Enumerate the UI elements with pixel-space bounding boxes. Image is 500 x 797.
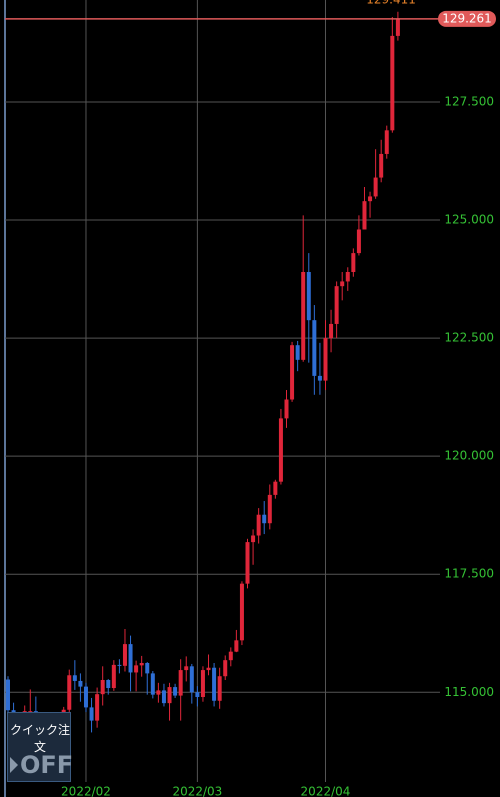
candle-body: [223, 660, 228, 677]
y-tick-label: 120.000: [444, 449, 494, 463]
candle-body: [379, 153, 384, 178]
candle-body: [200, 670, 205, 697]
candle-body: [100, 680, 105, 695]
candle-body: [106, 680, 111, 689]
candle-body: [245, 542, 250, 584]
candle-body: [117, 664, 122, 666]
candle-body: [234, 640, 239, 652]
x-tick-label: 2022/03: [172, 785, 222, 797]
x-tick-label: 2022/04: [301, 785, 351, 797]
candle-body: [373, 177, 378, 197]
candle-body: [139, 663, 144, 666]
candle-body: [317, 375, 322, 381]
candle-body: [345, 272, 350, 282]
current-price-label: 129.261: [442, 11, 492, 25]
candle-body: [161, 690, 166, 704]
candle-body: [384, 130, 389, 154]
candle-body: [78, 680, 83, 687]
candle-body: [295, 345, 300, 360]
candle-body: [217, 676, 222, 701]
candle-body: [256, 514, 261, 536]
current-price-badge: [438, 10, 496, 27]
quick-order-button[interactable]: クイック注文 OFF: [7, 712, 74, 782]
candle-body: [290, 345, 295, 400]
candle-body: [228, 651, 233, 661]
candle-body: [356, 229, 361, 254]
candle-body: [306, 272, 311, 321]
candle-body: [251, 535, 256, 543]
toggle-label: OFF: [20, 751, 74, 779]
candle-body: [95, 694, 100, 721]
y-tick-label: 127.500: [444, 95, 494, 109]
candle-body: [72, 675, 77, 681]
candle-body: [340, 281, 345, 287]
high-label: 129.411: [366, 0, 416, 6]
candle-body: [83, 686, 88, 708]
candle-body: [167, 687, 172, 704]
quick-order-label: クイック注文: [9, 723, 70, 754]
candle-body: [111, 664, 116, 689]
candle-body: [189, 666, 194, 693]
candle-body: [362, 201, 367, 230]
candle-body: [156, 690, 161, 695]
candle-body: [134, 665, 139, 673]
candle-body: [184, 666, 189, 671]
candle-body: [145, 663, 150, 674]
candle-body: [89, 707, 94, 721]
candle-body: [173, 687, 178, 696]
candle-body: [351, 253, 356, 272]
y-tick-label: 125.000: [444, 213, 494, 227]
candle-body: [334, 286, 339, 324]
candle-body: [262, 514, 267, 524]
candle-body: [312, 320, 317, 376]
candle-body: [278, 418, 283, 482]
candle-body: [395, 18, 400, 36]
candle-body: [301, 272, 306, 360]
y-tick-label: 115.000: [444, 685, 494, 699]
candle-body: [128, 644, 133, 673]
candle-body: [206, 667, 211, 671]
toggle-icon: [10, 757, 18, 773]
candle-body: [122, 644, 127, 666]
y-tick-label: 117.500: [444, 567, 494, 581]
candle-body: [28, 711, 33, 713]
candle-body: [329, 323, 334, 339]
candle-body: [195, 692, 200, 697]
candle-body: [267, 494, 272, 524]
candle-body: [390, 35, 395, 131]
y-tick-label: 122.500: [444, 331, 494, 345]
candle-body: [284, 399, 289, 419]
candle-body: [178, 670, 183, 696]
candle-body: [323, 338, 328, 381]
candle-body: [212, 667, 217, 701]
candle-body: [239, 583, 244, 641]
candle-body: [67, 675, 72, 710]
candle-body: [273, 481, 278, 495]
x-tick-label: 2022/02: [61, 785, 111, 797]
candle-body: [6, 679, 10, 711]
candle-body: [368, 196, 373, 202]
candle-body: [150, 673, 155, 695]
